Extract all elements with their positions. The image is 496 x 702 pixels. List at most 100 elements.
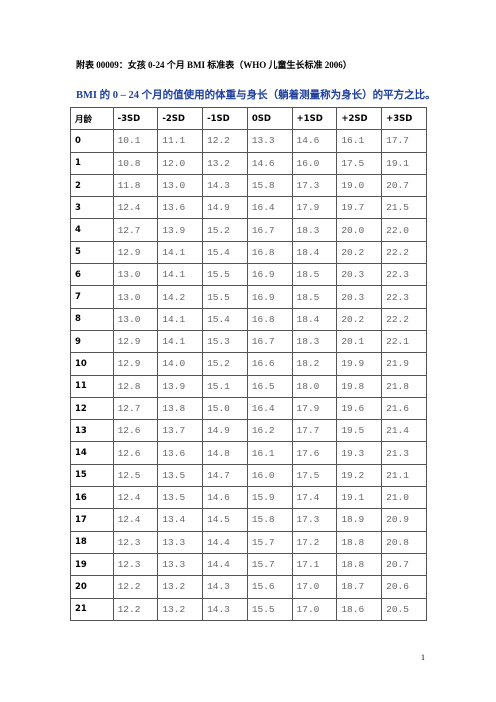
bmi-value: 12.0: [157, 151, 204, 175]
bmi-value: 17.5: [291, 463, 338, 488]
page-number: 1: [421, 653, 425, 662]
bmi-value: 22.1: [381, 329, 427, 354]
bmi-value: 12.6: [112, 419, 159, 443]
table-row: 18 12.3 13.3 14.4 15.7 17.2 18.8 20.8: [70, 530, 427, 554]
bmi-value: 13.4: [157, 508, 204, 532]
bmi-value: 21.8: [381, 374, 427, 398]
bmi-value: 21.0: [381, 486, 427, 510]
bmi-value: 20.1: [336, 329, 383, 354]
bmi-value: 16.8: [246, 240, 293, 265]
bmi-value: 13.0: [112, 263, 159, 287]
bmi-value: 21.6: [381, 396, 427, 421]
bmi-value: 18.5: [291, 285, 338, 309]
table-row: 2 11.8 13.0 14.3 15.8 17.3 19.0 20.7: [70, 173, 427, 198]
bmi-value: 18.8: [336, 552, 383, 577]
bmi-value: 14.4: [202, 552, 248, 577]
bmi-value: 21.4: [381, 419, 427, 443]
bmi-value: 21.1: [381, 463, 427, 488]
bmi-value: 15.8: [246, 508, 293, 532]
bmi-value: 13.8: [157, 396, 204, 421]
age-cell: 2: [70, 173, 114, 198]
bmi-value: 12.4: [112, 486, 159, 510]
bmi-value: 12.3: [112, 530, 159, 554]
bmi-value: 15.4: [202, 240, 248, 265]
age-cell: 16: [70, 486, 114, 510]
bmi-value: 12.2: [112, 597, 159, 621]
bmi-value: 14.2: [157, 285, 204, 309]
bmi-value: 14.7: [202, 463, 248, 488]
bmi-value: 12.2: [112, 575, 159, 599]
bmi-value: 13.2: [202, 151, 248, 175]
table-row: 16 12.4 13.5 14.6 15.9 17.4 19.1 21.0: [70, 486, 427, 510]
bmi-value: 15.9: [246, 486, 293, 510]
bmi-value: 14.0: [157, 352, 204, 376]
table-row: 1 10.8 12.0 13.2 14.6 16.0 17.5 19.1: [70, 151, 427, 175]
age-cell: 4: [70, 218, 114, 242]
column-header: -1SD: [202, 106, 248, 131]
bmi-value: 14.6: [291, 129, 338, 153]
bmi-value: 18.3: [291, 218, 338, 242]
column-header: 月龄: [70, 106, 114, 131]
bmi-value: 18.5: [291, 263, 338, 287]
bmi-value: 13.3: [157, 552, 204, 577]
age-cell: 9: [70, 329, 114, 354]
header-row: 月龄 -3SD -2SD -1SD 0SD +1SD +2SD +3SD: [70, 106, 427, 131]
bmi-value: 16.6: [246, 352, 293, 376]
bmi-value: 14.8: [202, 441, 248, 465]
bmi-value: 13.7: [157, 419, 204, 443]
bmi-value: 12.9: [112, 240, 159, 265]
column-header: +1SD: [291, 106, 338, 131]
column-header: +3SD: [381, 106, 427, 131]
bmi-value: 14.1: [157, 307, 204, 331]
bmi-value: 15.5: [246, 597, 293, 621]
bmi-value: 12.7: [112, 396, 159, 421]
bmi-value: 18.9: [336, 508, 383, 532]
bmi-value: 15.5: [202, 263, 248, 287]
bmi-value: 16.5: [246, 374, 293, 398]
bmi-value: 19.9: [336, 352, 383, 376]
age-cell: 21: [70, 597, 114, 621]
column-header: +2SD: [336, 106, 383, 131]
bmi-value: 15.7: [246, 552, 293, 577]
table-row: 11 12.8 13.9 15.1 16.5 18.0 19.8 21.8: [70, 374, 427, 398]
table-row: 6 13.0 14.1 15.5 16.9 18.5 20.3 22.3: [70, 263, 427, 287]
bmi-value: 13.5: [157, 463, 204, 488]
bmi-value: 19.1: [381, 151, 427, 175]
bmi-value: 10.8: [112, 151, 159, 175]
bmi-value: 14.4: [202, 530, 248, 554]
bmi-value: 16.7: [246, 329, 293, 354]
bmi-value: 18.7: [336, 575, 383, 599]
table-row: 12 12.7 13.8 15.0 16.4 17.9 19.6 21.6: [70, 396, 427, 421]
bmi-value: 20.8: [381, 530, 427, 554]
table-row: 17 12.4 13.4 14.5 15.8 17.3 18.9 20.9: [70, 508, 427, 532]
bmi-value: 17.7: [291, 419, 338, 443]
age-cell: 13: [70, 419, 114, 443]
bmi-value: 19.6: [336, 396, 383, 421]
bmi-value: 12.6: [112, 441, 159, 465]
bmi-value: 12.4: [112, 196, 159, 220]
bmi-value: 21.3: [381, 441, 427, 465]
bmi-value: 15.3: [202, 329, 248, 354]
table-row: 8 13.0 14.1 15.4 16.8 18.4 20.2 22.2: [70, 307, 427, 331]
bmi-value: 18.2: [291, 352, 338, 376]
bmi-value: 13.6: [157, 196, 204, 220]
bmi-value: 19.3: [336, 441, 383, 465]
bmi-value: 21.5: [381, 196, 427, 220]
bmi-value: 14.6: [202, 486, 248, 510]
age-cell: 19: [70, 552, 114, 577]
bmi-value: 22.2: [381, 240, 427, 265]
bmi-value: 19.7: [336, 196, 383, 220]
bmi-value: 15.5: [202, 285, 248, 309]
bmi-value: 13.9: [157, 218, 204, 242]
table-row: 9 12.9 14.1 15.3 16.7 18.3 20.1 22.1: [70, 329, 427, 354]
bmi-value: 14.9: [202, 419, 248, 443]
age-cell: 20: [70, 575, 114, 599]
bmi-value: 20.7: [381, 552, 427, 577]
bmi-value: 14.3: [202, 173, 248, 198]
bmi-value: 19.1: [336, 486, 383, 510]
bmi-value: 13.3: [157, 530, 204, 554]
subtitle: BMI 的 0 – 24 个月的值使用的体重与身长（躺着测量称为身长）的平方之比…: [76, 90, 436, 101]
age-cell: 14: [70, 441, 114, 465]
table-row: 20 12.2 13.2 14.3 15.6 17.0 18.7 20.6: [70, 575, 427, 599]
